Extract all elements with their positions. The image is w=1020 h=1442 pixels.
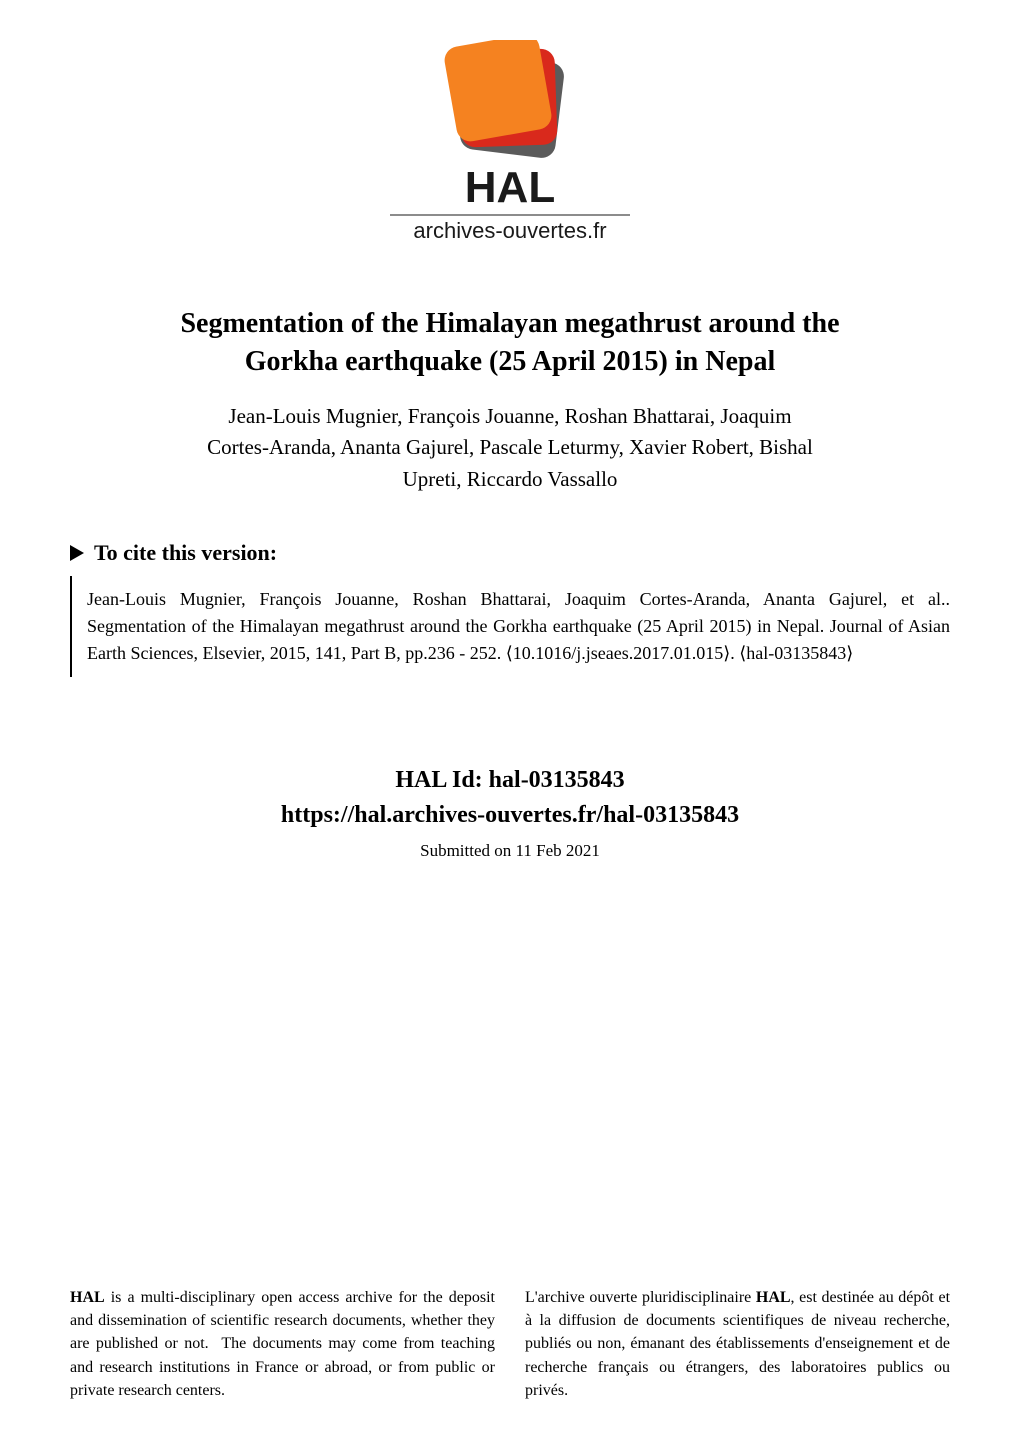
title-line-2: Gorkha earthquake (25 April 2015) in Nep…: [245, 346, 775, 377]
authors-line-3: Upreti, Riccardo Vassallo: [403, 467, 618, 491]
title-section: Segmentation of the Himalayan megathrust…: [0, 305, 1020, 381]
footer-left-text: HAL is a multi-disciplinary open access …: [70, 1289, 495, 1399]
cite-arrow-icon: [70, 545, 84, 561]
authors-list: Jean-Louis Mugnier, François Jouanne, Ro…: [0, 401, 1020, 496]
paper-title: Segmentation of the Himalayan megathrust…: [120, 305, 900, 381]
footer-col-right: L'archive ouverte pluridisciplinaire HAL…: [525, 1286, 950, 1402]
cite-header: To cite this version:: [70, 540, 950, 566]
submitted-date: Submitted on 11 Feb 2021: [0, 841, 1020, 861]
title-line-1: Segmentation of the Himalayan megathrust…: [180, 308, 839, 339]
hal-url: https://hal.archives-ouvertes.fr/hal-031…: [0, 802, 1020, 829]
cite-section: To cite this version: Jean-Louis Mugnier…: [0, 540, 1020, 677]
citation-text: Jean-Louis Mugnier, François Jouanne, Ro…: [70, 576, 950, 677]
authors-line-2: Cortes-Aranda, Ananta Gajurel, Pascale L…: [207, 435, 813, 459]
footer-right-text: L'archive ouverte pluridisciplinaire HAL…: [525, 1289, 950, 1399]
logo-text-bottom: archives-ouvertes.fr: [413, 218, 606, 243]
authors-line-1: Jean-Louis Mugnier, François Jouanne, Ro…: [228, 404, 791, 428]
footer-col-left: HAL is a multi-disciplinary open access …: [70, 1286, 495, 1402]
cite-label: To cite this version:: [94, 540, 277, 566]
hal-logo-container: HAL archives-ouvertes.fr: [0, 0, 1020, 305]
hal-id-section: HAL Id: hal-03135843 https://hal.archive…: [0, 767, 1020, 861]
hal-id-label: HAL Id: hal-03135843: [0, 767, 1020, 794]
logo-text-top: HAL: [465, 163, 555, 212]
footer-columns: HAL is a multi-disciplinary open access …: [70, 1286, 950, 1402]
hal-logo-icon: HAL archives-ouvertes.fr: [370, 40, 650, 250]
